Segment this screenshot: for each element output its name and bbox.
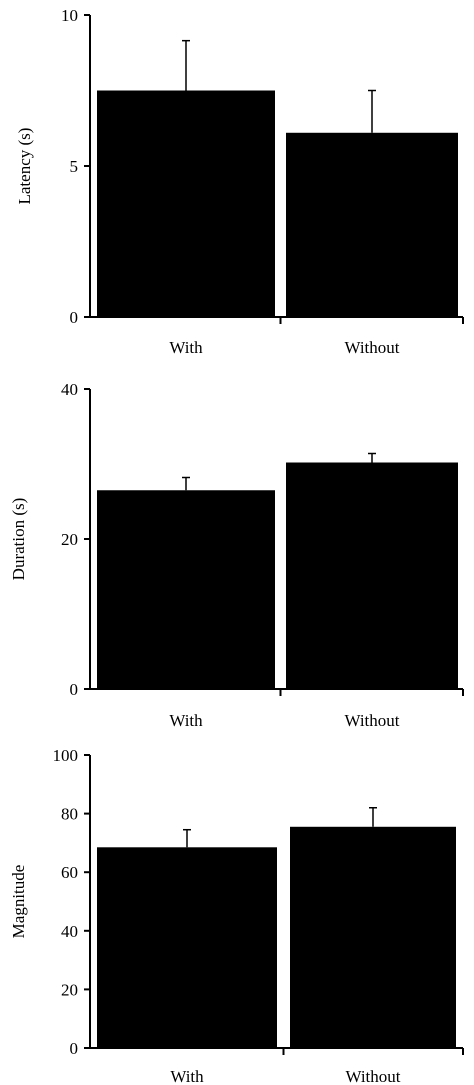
magnitude-panel: 0 20 40 60 80 100 With Without Magnitude (9, 746, 464, 1085)
duration-y-tick-label: 40 (61, 380, 78, 399)
magnitude-y-tick-label: 40 (61, 922, 78, 941)
latency-category-label: With (169, 338, 203, 357)
latency-category-label: Without (344, 338, 399, 357)
duration-y-axis-label: Duration (s) (9, 498, 28, 581)
magnitude-y-tick-label: 60 (61, 863, 78, 882)
duration-y-tick-label: 20 (61, 530, 78, 549)
magnitude-category-label: Without (345, 1067, 400, 1085)
duration-category-label: Without (344, 711, 399, 730)
duration-y-tick-label: 0 (70, 680, 79, 699)
latency-y-axis-label: Latency (s) (15, 128, 34, 205)
latency-bar-without (286, 132, 458, 317)
duration-bar-without (286, 462, 458, 689)
magnitude-y-tick-label: 80 (61, 805, 78, 824)
magnitude-bar-without (290, 826, 456, 1048)
magnitude-y-tick-label: 20 (61, 980, 78, 999)
duration-panel: 0 20 40 With Without Duration (s) (9, 380, 464, 730)
latency-panel: 0 5 10 With Without Latency (s) (15, 6, 464, 357)
latency-bar-with (97, 90, 275, 317)
duration-bar-with (97, 490, 275, 689)
magnitude-y-axis-label: Magnitude (9, 865, 28, 939)
magnitude-bar-with (97, 847, 277, 1048)
magnitude-y-tick-label: 0 (70, 1039, 79, 1058)
magnitude-category-label: With (170, 1067, 204, 1085)
magnitude-y-tick-label: 100 (53, 746, 79, 765)
latency-y-tick-label: 0 (70, 308, 79, 327)
duration-category-label: With (169, 711, 203, 730)
latency-y-tick-label: 10 (61, 6, 78, 25)
latency-y-tick-label: 5 (70, 157, 79, 176)
